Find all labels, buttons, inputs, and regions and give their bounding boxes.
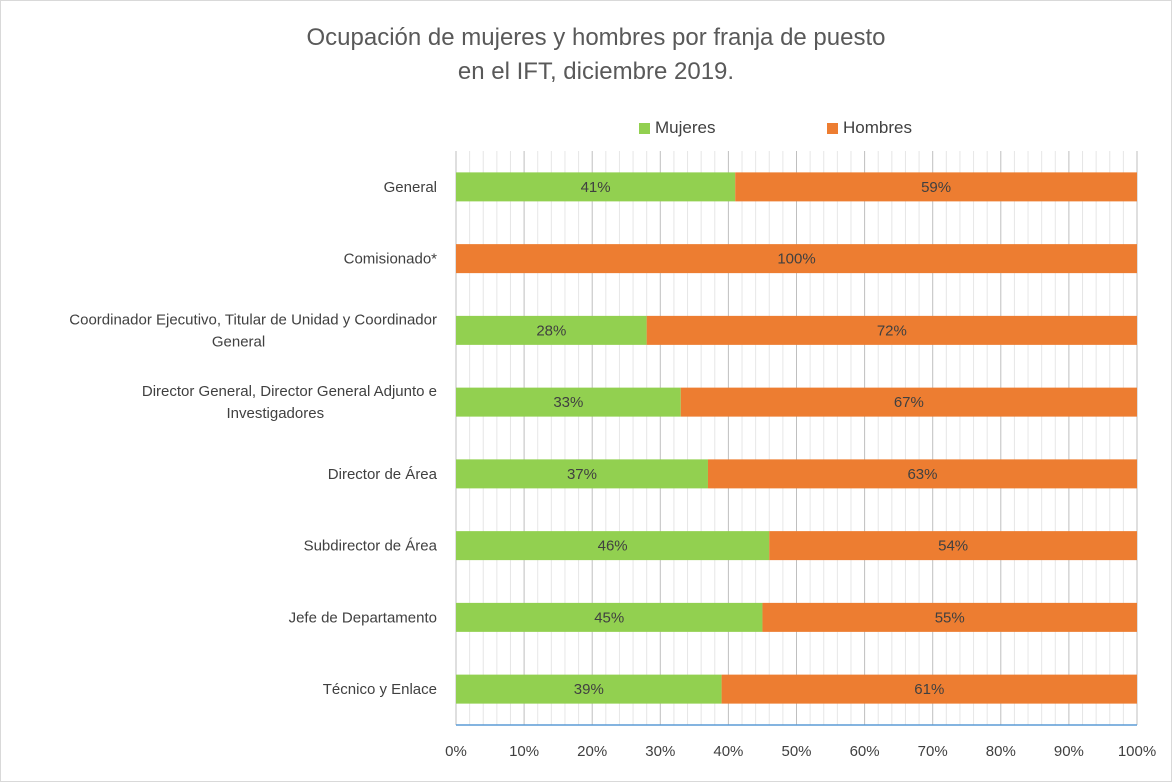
category-label: Subdirector de Área xyxy=(304,538,438,555)
category-label-line: Técnico y Enlace xyxy=(323,681,437,698)
category-label: Comisionado* xyxy=(344,251,438,268)
bar-mujeres xyxy=(456,602,763,632)
x-tick-label: 100% xyxy=(1118,743,1156,760)
legend-swatch-hombres xyxy=(827,122,838,134)
bar-hombres xyxy=(456,244,1137,274)
category-label-line: Jefe de Departamento xyxy=(289,609,437,626)
bar-mujeres xyxy=(456,674,722,704)
bar-value-label: 45% xyxy=(594,609,624,626)
bar-mujeres xyxy=(456,387,681,417)
x-tick-label: 70% xyxy=(918,743,948,760)
x-tick-label: 10% xyxy=(509,743,539,760)
bar-value-label: 41% xyxy=(581,179,611,196)
bar-value-label: 55% xyxy=(935,609,965,626)
category-label: Director de Área xyxy=(328,466,438,483)
bar-value-label: 59% xyxy=(921,179,951,196)
bar-value-label: 37% xyxy=(567,466,597,483)
bar-value-label: 54% xyxy=(938,538,968,555)
legend-label-hombres: Hombres xyxy=(843,118,912,137)
category-label-line: Director de Área xyxy=(328,466,438,483)
category-label: General xyxy=(384,179,437,196)
category-label-line: Coordinador Ejecutivo, Titular de Unidad… xyxy=(69,311,437,328)
legend: Mujeres Hombres xyxy=(1,118,1172,142)
category-label-line: General xyxy=(212,333,265,350)
bar-hombres xyxy=(721,674,1137,704)
legend-item-hombres: Hombres xyxy=(827,118,912,138)
bar-value-label: 33% xyxy=(553,394,583,411)
category-label-line: Subdirector de Área xyxy=(304,538,438,555)
x-tick-label: 20% xyxy=(577,743,607,760)
category-label-line: General xyxy=(384,179,437,196)
x-tick-label: 50% xyxy=(781,743,811,760)
bar-value-label: 61% xyxy=(914,681,944,698)
bar-mujeres xyxy=(456,315,647,345)
category-label-line: Comisionado* xyxy=(344,251,438,268)
bar-value-label: 67% xyxy=(894,394,924,411)
bar-hombres xyxy=(646,315,1137,345)
x-tick-label: 40% xyxy=(713,743,743,760)
bar-mujeres xyxy=(456,531,770,561)
chart-title: Ocupación de mujeres y hombres por franj… xyxy=(1,21,1172,89)
bar-hombres xyxy=(769,531,1137,561)
bar-value-label: 100% xyxy=(777,251,815,268)
category-label: Director General, Director General Adjun… xyxy=(142,383,437,422)
x-tick-label: 30% xyxy=(645,743,675,760)
bar-mujeres xyxy=(456,172,736,202)
x-tick-label: 80% xyxy=(986,743,1016,760)
x-tick-label: 90% xyxy=(1054,743,1084,760)
chart-title-line-2: en el IFT, diciembre 2019. xyxy=(457,58,735,85)
bar-value-label: 46% xyxy=(598,538,628,555)
category-label: Coordinador Ejecutivo, Titular de Unidad… xyxy=(69,311,437,350)
bar-value-label: 28% xyxy=(536,322,566,339)
category-label: Técnico y Enlace xyxy=(323,681,437,698)
bar-hombres xyxy=(707,459,1137,489)
bar-value-label: 39% xyxy=(574,681,604,698)
x-tick-label: 0% xyxy=(445,743,467,760)
category-label: Jefe de Departamento xyxy=(289,609,437,626)
category-label-line: Investigadores xyxy=(227,405,325,422)
bar-value-label: 72% xyxy=(877,322,907,339)
category-label-line: Director General, Director General Adjun… xyxy=(142,383,437,400)
bar-hombres xyxy=(762,602,1137,632)
x-tick-label: 60% xyxy=(850,743,880,760)
legend-item-mujeres: Mujeres xyxy=(639,118,715,138)
legend-label-mujeres: Mujeres xyxy=(655,118,716,137)
bar-value-label: 63% xyxy=(907,466,937,483)
bar-hombres xyxy=(680,387,1137,417)
bar-hombres xyxy=(735,172,1137,202)
legend-swatch-mujeres xyxy=(639,122,650,134)
bar-mujeres xyxy=(456,459,708,489)
chart-title-line-1: Ocupación de mujeres y hombres por franj… xyxy=(306,24,886,51)
